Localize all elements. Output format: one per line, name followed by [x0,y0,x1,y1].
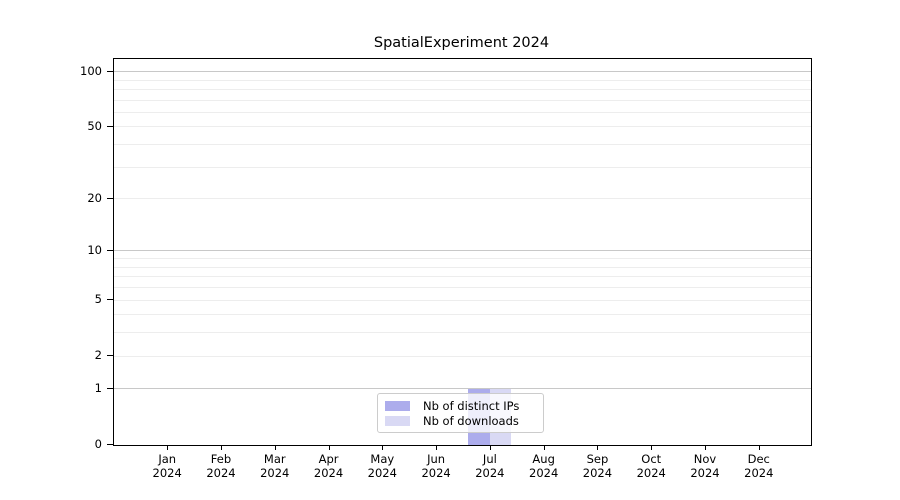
y-tick [107,197,113,199]
x-tick-label: Apr 2024 [294,452,364,480]
legend-label-downloads: Nb of downloads [423,413,519,428]
x-tick-year: 2024 [313,466,344,480]
plot-area: Nb of distinct IPs Nb of downloads [113,58,812,446]
x-tick-year: 2024 [421,466,451,480]
gridline-minor [114,166,811,168]
legend-item-downloads: Nb of downloads [385,414,535,428]
gridline-minor [114,111,811,113]
x-tick-label: Jan 2024 [132,452,202,480]
x-tick-month: Dec [747,452,770,466]
gridline-major [114,388,811,390]
x-tick-month: Nov [693,452,717,466]
x-tick [651,445,653,450]
x-tick [758,445,760,450]
x-tick [220,445,222,450]
legend-item-distinct-ips: Nb of distinct IPs [385,399,535,413]
x-tick-year: 2024 [206,466,236,480]
gridline-minor [114,144,811,146]
gridline-minor [114,79,811,81]
gridline-minor [114,314,811,316]
gridline-minor [114,126,811,128]
x-tick-label: Oct 2024 [616,452,686,480]
y-tick-label: 5 [94,292,102,307]
x-tick [436,445,438,450]
gridline-minor [114,88,811,90]
x-tick-year: 2024 [152,466,182,480]
x-tick [328,445,330,450]
x-tick-year: 2024 [690,466,720,480]
gridline-minor [114,198,811,200]
x-tick-year: 2024 [475,466,505,480]
x-tick-label: Jun 2024 [401,452,471,480]
y-tick [107,249,113,251]
y-tick [107,70,113,72]
x-tick [382,445,384,450]
legend-label-distinct-ips: Nb of distinct IPs [423,398,520,413]
gridline-major [114,71,811,73]
legend-swatch-distinct-ips-icon [385,400,410,411]
x-tick-month: May [370,452,395,466]
x-tick [489,445,491,450]
gridline-minor [114,276,811,278]
x-tick-year: 2024 [636,466,666,480]
x-tick-label: May 2024 [347,452,417,480]
gridline-major [114,250,811,252]
x-tick-year: 2024 [529,466,559,480]
x-tick-label: Mar 2024 [240,452,310,480]
y-tick [107,125,113,127]
y-tick-label: 0 [94,437,102,451]
y-tick-label: 20 [87,190,102,205]
x-tick-label: Dec 2024 [724,452,794,480]
x-tick [597,445,599,450]
x-tick-label: Sep 2024 [562,452,632,480]
x-tick-month: Jul [482,452,497,466]
legend-swatch-downloads-icon [385,415,410,426]
x-tick [274,445,276,450]
x-tick-month: Mar [263,452,286,466]
x-tick [543,445,545,450]
x-tick-year: 2024 [367,466,397,480]
x-tick-label: Aug 2024 [509,452,579,480]
legend: Nb of distinct IPs Nb of downloads [377,393,544,433]
y-tick [107,444,113,445]
x-tick-month: Apr [318,452,339,466]
y-tick-label: 10 [87,242,102,257]
y-tick-label: 1 [94,380,102,395]
chart-title: SpatialExperiment 2024 [373,35,550,51]
y-tick [107,299,113,301]
y-tick [107,387,113,389]
x-tick [167,445,169,450]
gridline-minor [114,287,811,289]
x-tick-month: Feb [210,452,232,466]
x-tick-label: Feb 2024 [186,452,256,480]
x-tick-year: 2024 [260,466,290,480]
x-tick-label: Nov 2024 [670,452,740,480]
gridline-minor [114,332,811,334]
x-tick-month: Jun [427,452,446,466]
gridline-minor [114,299,811,301]
x-tick-label: Jul 2024 [455,452,525,480]
x-tick-month: Jan [158,452,177,466]
y-tick-label: 2 [94,348,102,363]
gridline-minor [114,355,811,357]
x-tick-year: 2024 [744,466,774,480]
x-tick [705,445,706,450]
gridline-minor [114,266,811,268]
x-tick-month: Sep [586,452,609,466]
y-tick-label: 50 [87,118,102,133]
y-tick-label: 100 [80,63,102,78]
x-tick-month: Aug [532,452,555,466]
gridline-minor [114,99,811,101]
gridline-minor [114,258,811,260]
x-tick-month: Oct [641,452,662,466]
y-tick [107,355,113,357]
x-tick-year: 2024 [582,466,613,480]
